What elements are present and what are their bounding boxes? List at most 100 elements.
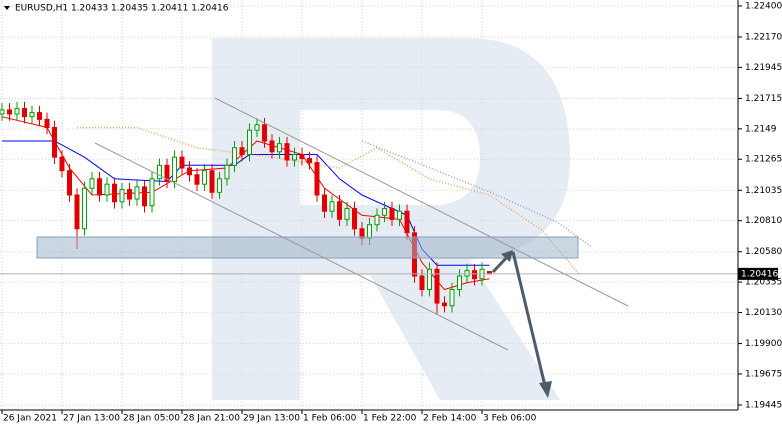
forecast-arrow-down: [511, 251, 547, 387]
y-tick-label: 1.20355: [745, 278, 782, 288]
candle-body: [111, 183, 117, 203]
candle-body: [456, 275, 462, 291]
candle-body: [14, 108, 20, 115]
candle-body: [89, 178, 95, 189]
candle-body: [314, 162, 320, 196]
candle-body: [441, 302, 447, 307]
y-tick-label: 1.20810: [745, 216, 782, 226]
candle-body: [194, 174, 200, 185]
candle-body: [209, 170, 215, 193]
candle-body: [186, 167, 192, 176]
candle-body: [449, 289, 455, 307]
y-tick-label: 1.20130: [745, 308, 782, 318]
candle-body: [66, 170, 72, 196]
candle-body: [164, 164, 170, 183]
candle-body: [104, 183, 110, 196]
x-tick-label: 27 Jan 13:00: [63, 414, 120, 424]
candle-body: [366, 224, 372, 239]
x-tick-label: 2 Feb 14:00: [423, 414, 477, 424]
candle-body: [134, 186, 140, 200]
candle-body: [404, 210, 410, 234]
x-tick-label: 3 Feb 06:00: [483, 414, 537, 424]
candle-body: [419, 275, 425, 291]
y-tick-label: 1.20580: [745, 247, 782, 257]
y-tick-label: 1.21715: [745, 94, 782, 104]
x-tick-label: 1 Feb 22:00: [363, 414, 417, 424]
y-tick-label: 1.19445: [745, 401, 782, 411]
x-tick-label: 1 Feb 06:00: [303, 414, 357, 424]
y-tick-label: 1.19900: [745, 339, 782, 349]
candle-body: [81, 187, 87, 230]
candle-body: [336, 201, 342, 220]
candle-body: [464, 270, 470, 277]
last-price-label: 1.20416: [741, 269, 778, 279]
candle-body: [239, 147, 245, 155]
y-tick-label: 1.22170: [745, 33, 782, 43]
symbol-icon: [4, 6, 10, 10]
candle-body: [269, 140, 275, 153]
candle-body: [284, 143, 290, 161]
candle-body: [21, 108, 27, 118]
candle-body: [426, 268, 432, 291]
candle-body: [29, 112, 35, 118]
candle-body: [126, 189, 132, 200]
y-tick-label: 1.21265: [745, 155, 782, 165]
candle-body: [246, 129, 252, 155]
candle-body: [156, 164, 162, 180]
y-tick-label: 1.22400: [745, 1, 782, 11]
cloud-span: [76, 126, 581, 276]
candle-body: [231, 147, 237, 166]
x-tick-label: 28 Jan 21:00: [183, 414, 240, 424]
support-zone: [36, 236, 579, 259]
y-tick-label: 1.21035: [745, 186, 782, 196]
candle-body: [179, 156, 185, 169]
y-tick-label: 1.21945: [745, 63, 782, 73]
x-tick-label: 26 Jan 2021: [3, 414, 57, 424]
arrow-head: [539, 381, 552, 398]
candle-body: [224, 164, 230, 180]
candle-body: [381, 208, 387, 216]
candle-body: [344, 208, 350, 220]
candle-body: [74, 194, 80, 230]
y-tick-label: 1.2149: [745, 124, 777, 134]
cloud-span: [361, 140, 592, 247]
candle-body: [291, 153, 297, 161]
candle-body: [306, 158, 312, 164]
y-tick-label: 1.19675: [745, 369, 782, 379]
candle-body: [201, 170, 207, 185]
candle-body: [141, 186, 147, 207]
candle-body: [329, 201, 335, 212]
forecast-arrow-up: [491, 254, 510, 274]
candle-body: [51, 126, 57, 158]
candle-body: [254, 124, 260, 131]
candle-body: [389, 208, 395, 220]
candle-body: [96, 178, 102, 196]
candle-body: [216, 178, 222, 193]
candle-body: [171, 156, 177, 183]
arrow-head: [501, 250, 513, 262]
candle-body: [374, 214, 380, 226]
candle-body: [299, 153, 305, 160]
last-price-box: [738, 267, 778, 280]
candle-body: [36, 112, 42, 120]
candle-body: [321, 194, 327, 212]
chart-title: EURUSD,H1 1.20433 1.20435 1.20411 1.2041…: [15, 4, 229, 14]
candle-body: [261, 124, 267, 142]
x-tick-label: 28 Jan 05:00: [123, 414, 180, 424]
candle-body: [434, 268, 440, 304]
channel-lower: [94, 142, 509, 351]
candle-body: [471, 270, 477, 280]
candle-body: [149, 178, 155, 207]
candle-body: [276, 143, 282, 153]
drawings: [36, 97, 629, 398]
candle-body: [396, 210, 402, 220]
candle-body: [44, 118, 50, 128]
candle-body: [119, 189, 125, 203]
candle-body: [0, 109, 5, 115]
channel-upper: [214, 97, 629, 307]
candle-body: [59, 156, 65, 172]
candle-body: [6, 109, 12, 115]
x-tick-label: 29 Jan 13:00: [243, 414, 300, 424]
